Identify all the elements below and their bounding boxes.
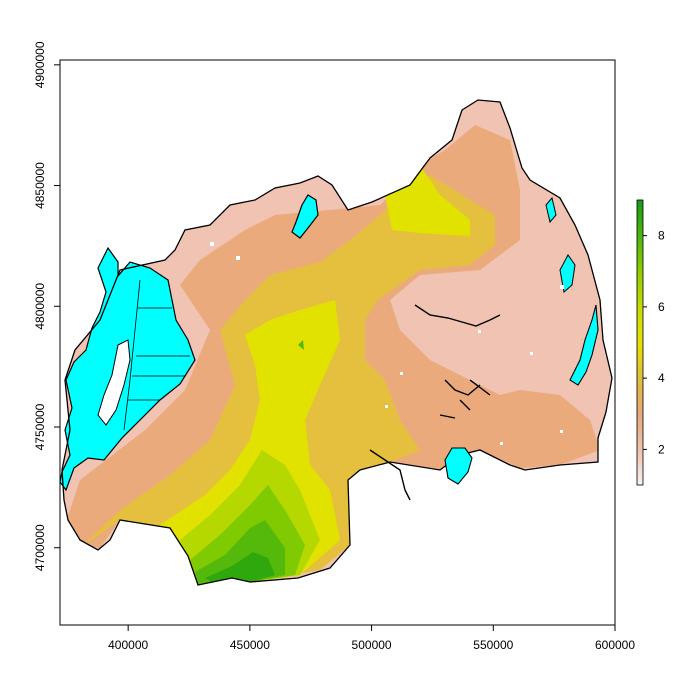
y-tick-label: 4850000 xyxy=(33,162,47,209)
x-tick-label: 450000 xyxy=(230,638,270,652)
x-tick-label: 550000 xyxy=(473,638,513,652)
river-network xyxy=(369,304,501,501)
y-tick-label: 4800000 xyxy=(33,283,47,330)
x-axis: 400000 450000 500000 550000 600000 xyxy=(108,625,635,652)
legend: 2 4 6 8 xyxy=(636,199,665,486)
legend-tick-label: 4 xyxy=(658,371,665,385)
y-tick-label: 4900000 xyxy=(33,41,47,88)
lake-east xyxy=(569,304,599,386)
x-tick-label: 400000 xyxy=(108,638,148,652)
legend-colorbar xyxy=(636,199,644,486)
map-country xyxy=(59,99,613,586)
x-tick-label: 500000 xyxy=(352,638,392,652)
plot-frame xyxy=(59,59,616,626)
y-tick-label: 4750000 xyxy=(33,403,47,450)
legend-ticks: 2 4 6 8 xyxy=(643,229,665,456)
x-tick-label: 600000 xyxy=(595,638,635,652)
lake-north xyxy=(291,194,319,239)
lake-southeast xyxy=(444,447,473,485)
y-axis: 4700000 4750000 4800000 4850000 4900000 xyxy=(33,41,60,571)
legend-tick-label: 6 xyxy=(658,300,665,314)
legend-tick-label: 8 xyxy=(658,229,665,243)
y-tick-label: 4700000 xyxy=(33,524,47,571)
country-outline xyxy=(61,99,613,586)
legend-tick-label: 2 xyxy=(658,442,665,456)
